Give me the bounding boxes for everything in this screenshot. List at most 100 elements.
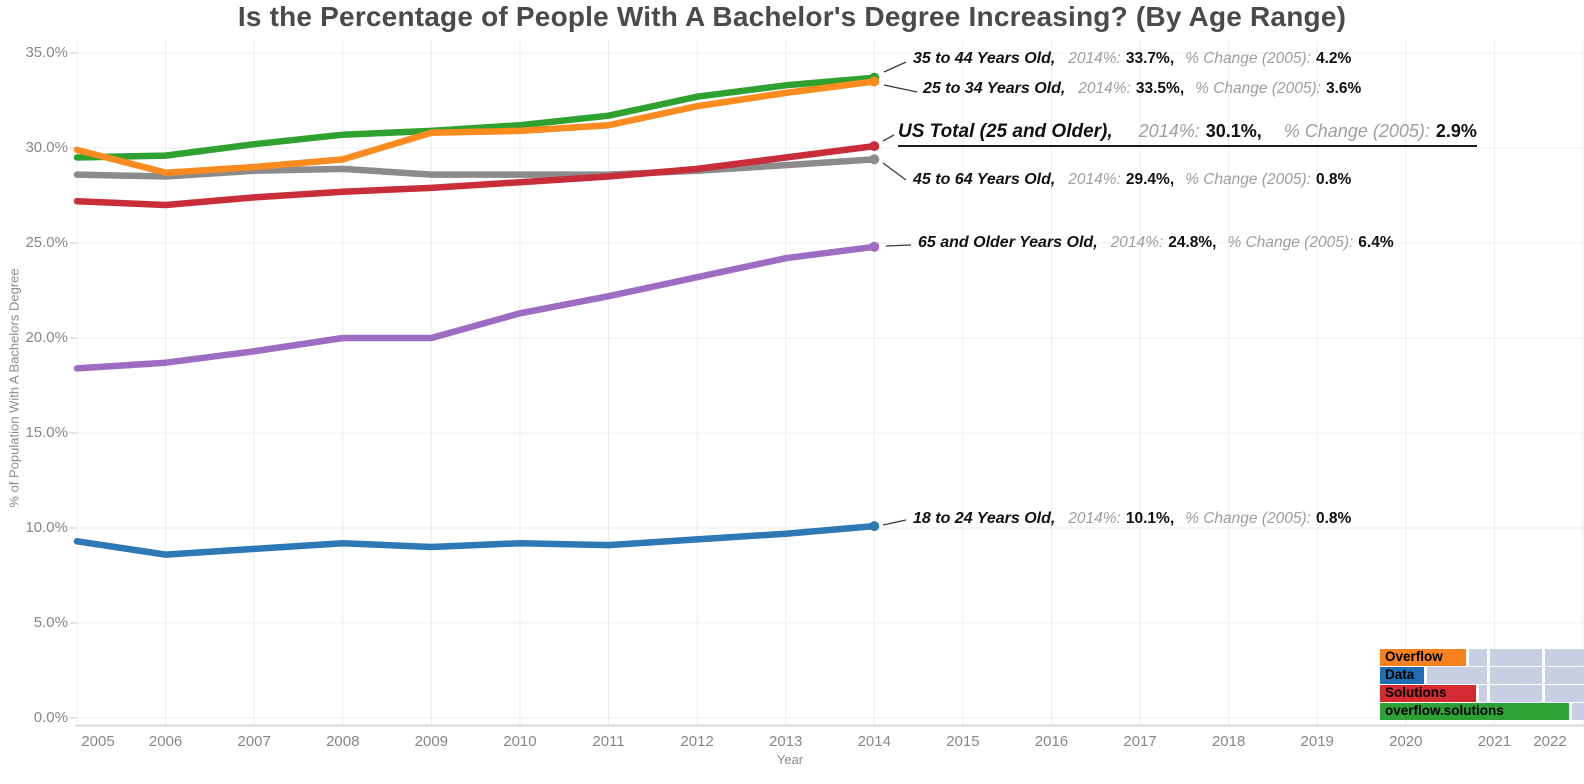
logo-cell bbox=[1545, 685, 1584, 702]
annotation-pct-label: 2014%: bbox=[1078, 80, 1131, 97]
logo-cell bbox=[1545, 649, 1584, 666]
annotation-pct-value: 29.4%, bbox=[1125, 171, 1175, 188]
x-tick-label: 2022 bbox=[1533, 733, 1567, 750]
annotation-us-total-25-and-older: US Total (25 and Older), 2014%: 30.1%, % Ch… bbox=[898, 121, 1477, 147]
series-line-18-to-24-years-old[interactable] bbox=[73, 522, 878, 558]
annotation-change-value: 2.9% bbox=[1435, 121, 1477, 141]
annotation-change-value: 4.2% bbox=[1315, 50, 1352, 67]
series-endpoint-18-to-24-years-old[interactable] bbox=[869, 521, 880, 532]
annotation-pct-label: 2014%: bbox=[1068, 510, 1121, 527]
logo-cell bbox=[1490, 667, 1542, 684]
annotation-change-label: % Change (2005): bbox=[1227, 234, 1354, 251]
logo-cell bbox=[1490, 649, 1542, 666]
x-tick-label: 2015 bbox=[946, 733, 980, 750]
annotation-pct-value: 33.7%, bbox=[1125, 50, 1175, 67]
y-tick-label: 25.0% bbox=[25, 234, 68, 251]
annotation-series-name: 65 and Older Years Old, bbox=[918, 234, 1098, 251]
x-tick-label: 2008 bbox=[326, 733, 360, 750]
annotation-pct-value: 30.1%, bbox=[1205, 121, 1262, 141]
annotation-change-label: % Change (2005): bbox=[1283, 121, 1430, 141]
x-tick-label: 2005 bbox=[81, 733, 115, 750]
y-tick-label: 5.0% bbox=[33, 614, 68, 631]
annotation-change-label: % Change (2005): bbox=[1195, 80, 1321, 97]
logo-cell bbox=[1490, 685, 1542, 702]
x-tick-label: 2016 bbox=[1034, 733, 1069, 750]
x-tick-label: 2013 bbox=[769, 733, 803, 750]
annotation-pct-value: 24.8%, bbox=[1168, 234, 1217, 251]
x-tick-label: 2012 bbox=[680, 733, 714, 750]
annotation-series-name: 18 to 24 Years Old, bbox=[913, 510, 1056, 527]
y-tick-label: 30.0% bbox=[25, 139, 68, 156]
brand-logo: Overflow Data Solutions overflow.solutions bbox=[1380, 649, 1584, 721]
series-line-45-to-64-years-old[interactable] bbox=[73, 156, 878, 180]
annotation-leader-18-to-24-years-old bbox=[882, 519, 907, 526]
annotation-pct-value: 33.5%, bbox=[1135, 80, 1185, 97]
chart-title: Is the Percentage of People With A Bache… bbox=[237, 1, 1347, 32]
x-tick-label: 2019 bbox=[1300, 733, 1334, 750]
annotation-change-label: % Change (2005): bbox=[1185, 510, 1311, 527]
y-tick-label: 0.0% bbox=[33, 709, 68, 726]
annotation-25-to-34-years-old: 25 to 34 Years Old, 2014%: 33.5%, % Change … bbox=[923, 80, 1361, 98]
annotation-change-value: 3.6% bbox=[1325, 80, 1362, 97]
logo-bar-data: Data bbox=[1380, 667, 1424, 684]
annotation-change-value: 0.8% bbox=[1315, 510, 1352, 527]
logo-bar-solutions: Solutions bbox=[1380, 685, 1476, 702]
x-axis-title: Year bbox=[776, 752, 804, 767]
y-axis-title: % of Population With A Bachelors Degree bbox=[6, 268, 22, 508]
annotation-pct-label: 2014%: bbox=[1068, 50, 1121, 67]
series-line-25-to-34-years-old[interactable] bbox=[73, 78, 878, 176]
logo-cell bbox=[1469, 649, 1487, 666]
x-tick-label: 2017 bbox=[1123, 733, 1157, 750]
annotation-leader-45-to-64-years-old bbox=[882, 162, 907, 181]
annotation-leader-us-total-25-and-older bbox=[882, 134, 895, 142]
series-line-65-and-older-years-old[interactable] bbox=[73, 243, 878, 372]
x-tick-label: 2009 bbox=[414, 733, 449, 750]
series-endpoint-45-to-64-years-old[interactable] bbox=[869, 154, 880, 165]
x-tick-label: 2014 bbox=[857, 733, 891, 750]
annotation-65-and-older-years-old: 65 and Older Years Old, 2014%: 24.8%, % Cha… bbox=[918, 234, 1394, 252]
series-endpoint-65-and-older-years-old[interactable] bbox=[869, 241, 880, 252]
annotation-change-value: 6.4% bbox=[1358, 234, 1394, 251]
x-tick-label: 2020 bbox=[1389, 733, 1423, 750]
logo-bar-overflow-solutions: overflow.solutions bbox=[1380, 703, 1569, 720]
annotation-18-to-24-years-old: 18 to 24 Years Old, 2014%: 10.1%, % Change … bbox=[913, 510, 1351, 528]
annotation-45-to-64-years-old: 45 to 64 Years Old, 2014%: 29.4%, % Change … bbox=[913, 171, 1351, 189]
series-line-us-total-25-and-older[interactable] bbox=[73, 142, 878, 209]
series-endpoint-us-total-25-and-older[interactable] bbox=[869, 141, 880, 152]
x-tick-label: 2007 bbox=[237, 733, 271, 750]
annotation-series-name: 25 to 34 Years Old, bbox=[923, 80, 1066, 97]
logo-bar-overflow: Overflow bbox=[1380, 649, 1466, 666]
y-tick-label: 20.0% bbox=[25, 329, 68, 346]
logo-row-overflow: Overflow bbox=[1380, 649, 1584, 666]
annotation-pct-label: 2014%: bbox=[1068, 171, 1121, 188]
y-tick-label: 10.0% bbox=[25, 519, 68, 536]
logo-row-overflow-solutions: overflow.solutions bbox=[1380, 703, 1584, 720]
annotation-pct-label: 2014%: bbox=[1110, 234, 1164, 251]
y-tick-label: 15.0% bbox=[25, 424, 68, 441]
logo-cell bbox=[1545, 667, 1584, 684]
annotation-pct-value: 10.1%, bbox=[1125, 510, 1175, 527]
series-endpoint-25-to-34-years-old[interactable] bbox=[869, 76, 880, 87]
x-tick-label: 2018 bbox=[1211, 733, 1246, 750]
logo-cell bbox=[1479, 685, 1487, 702]
x-tick-label: 2006 bbox=[148, 733, 183, 750]
series-line-35-to-44-years-old[interactable] bbox=[73, 74, 878, 161]
x-tick-label: 2021 bbox=[1477, 733, 1512, 750]
annotation-series-name: US Total (25 and Older), bbox=[898, 121, 1113, 142]
y-tick-label: 35.0% bbox=[25, 44, 68, 61]
annotation-change-label: % Change (2005): bbox=[1185, 50, 1311, 67]
annotation-leader-65-and-older-years-old bbox=[885, 244, 912, 247]
logo-cell bbox=[1427, 667, 1487, 684]
annotation-change-value: 0.8% bbox=[1315, 171, 1352, 188]
logo-row-solutions: Solutions bbox=[1380, 685, 1584, 702]
x-tick-label: 2010 bbox=[503, 733, 537, 750]
annotation-leader-25-to-34-years-old bbox=[883, 84, 918, 93]
logo-cell bbox=[1572, 703, 1584, 720]
logo-row-data: Data bbox=[1380, 667, 1584, 684]
annotation-pct-label: 2014%: bbox=[1138, 121, 1200, 141]
annotation-series-name: 45 to 64 Years Old, bbox=[913, 171, 1056, 188]
annotation-series-name: 35 to 44 Years Old, bbox=[913, 50, 1056, 67]
annotation-change-label: % Change (2005): bbox=[1185, 171, 1311, 188]
